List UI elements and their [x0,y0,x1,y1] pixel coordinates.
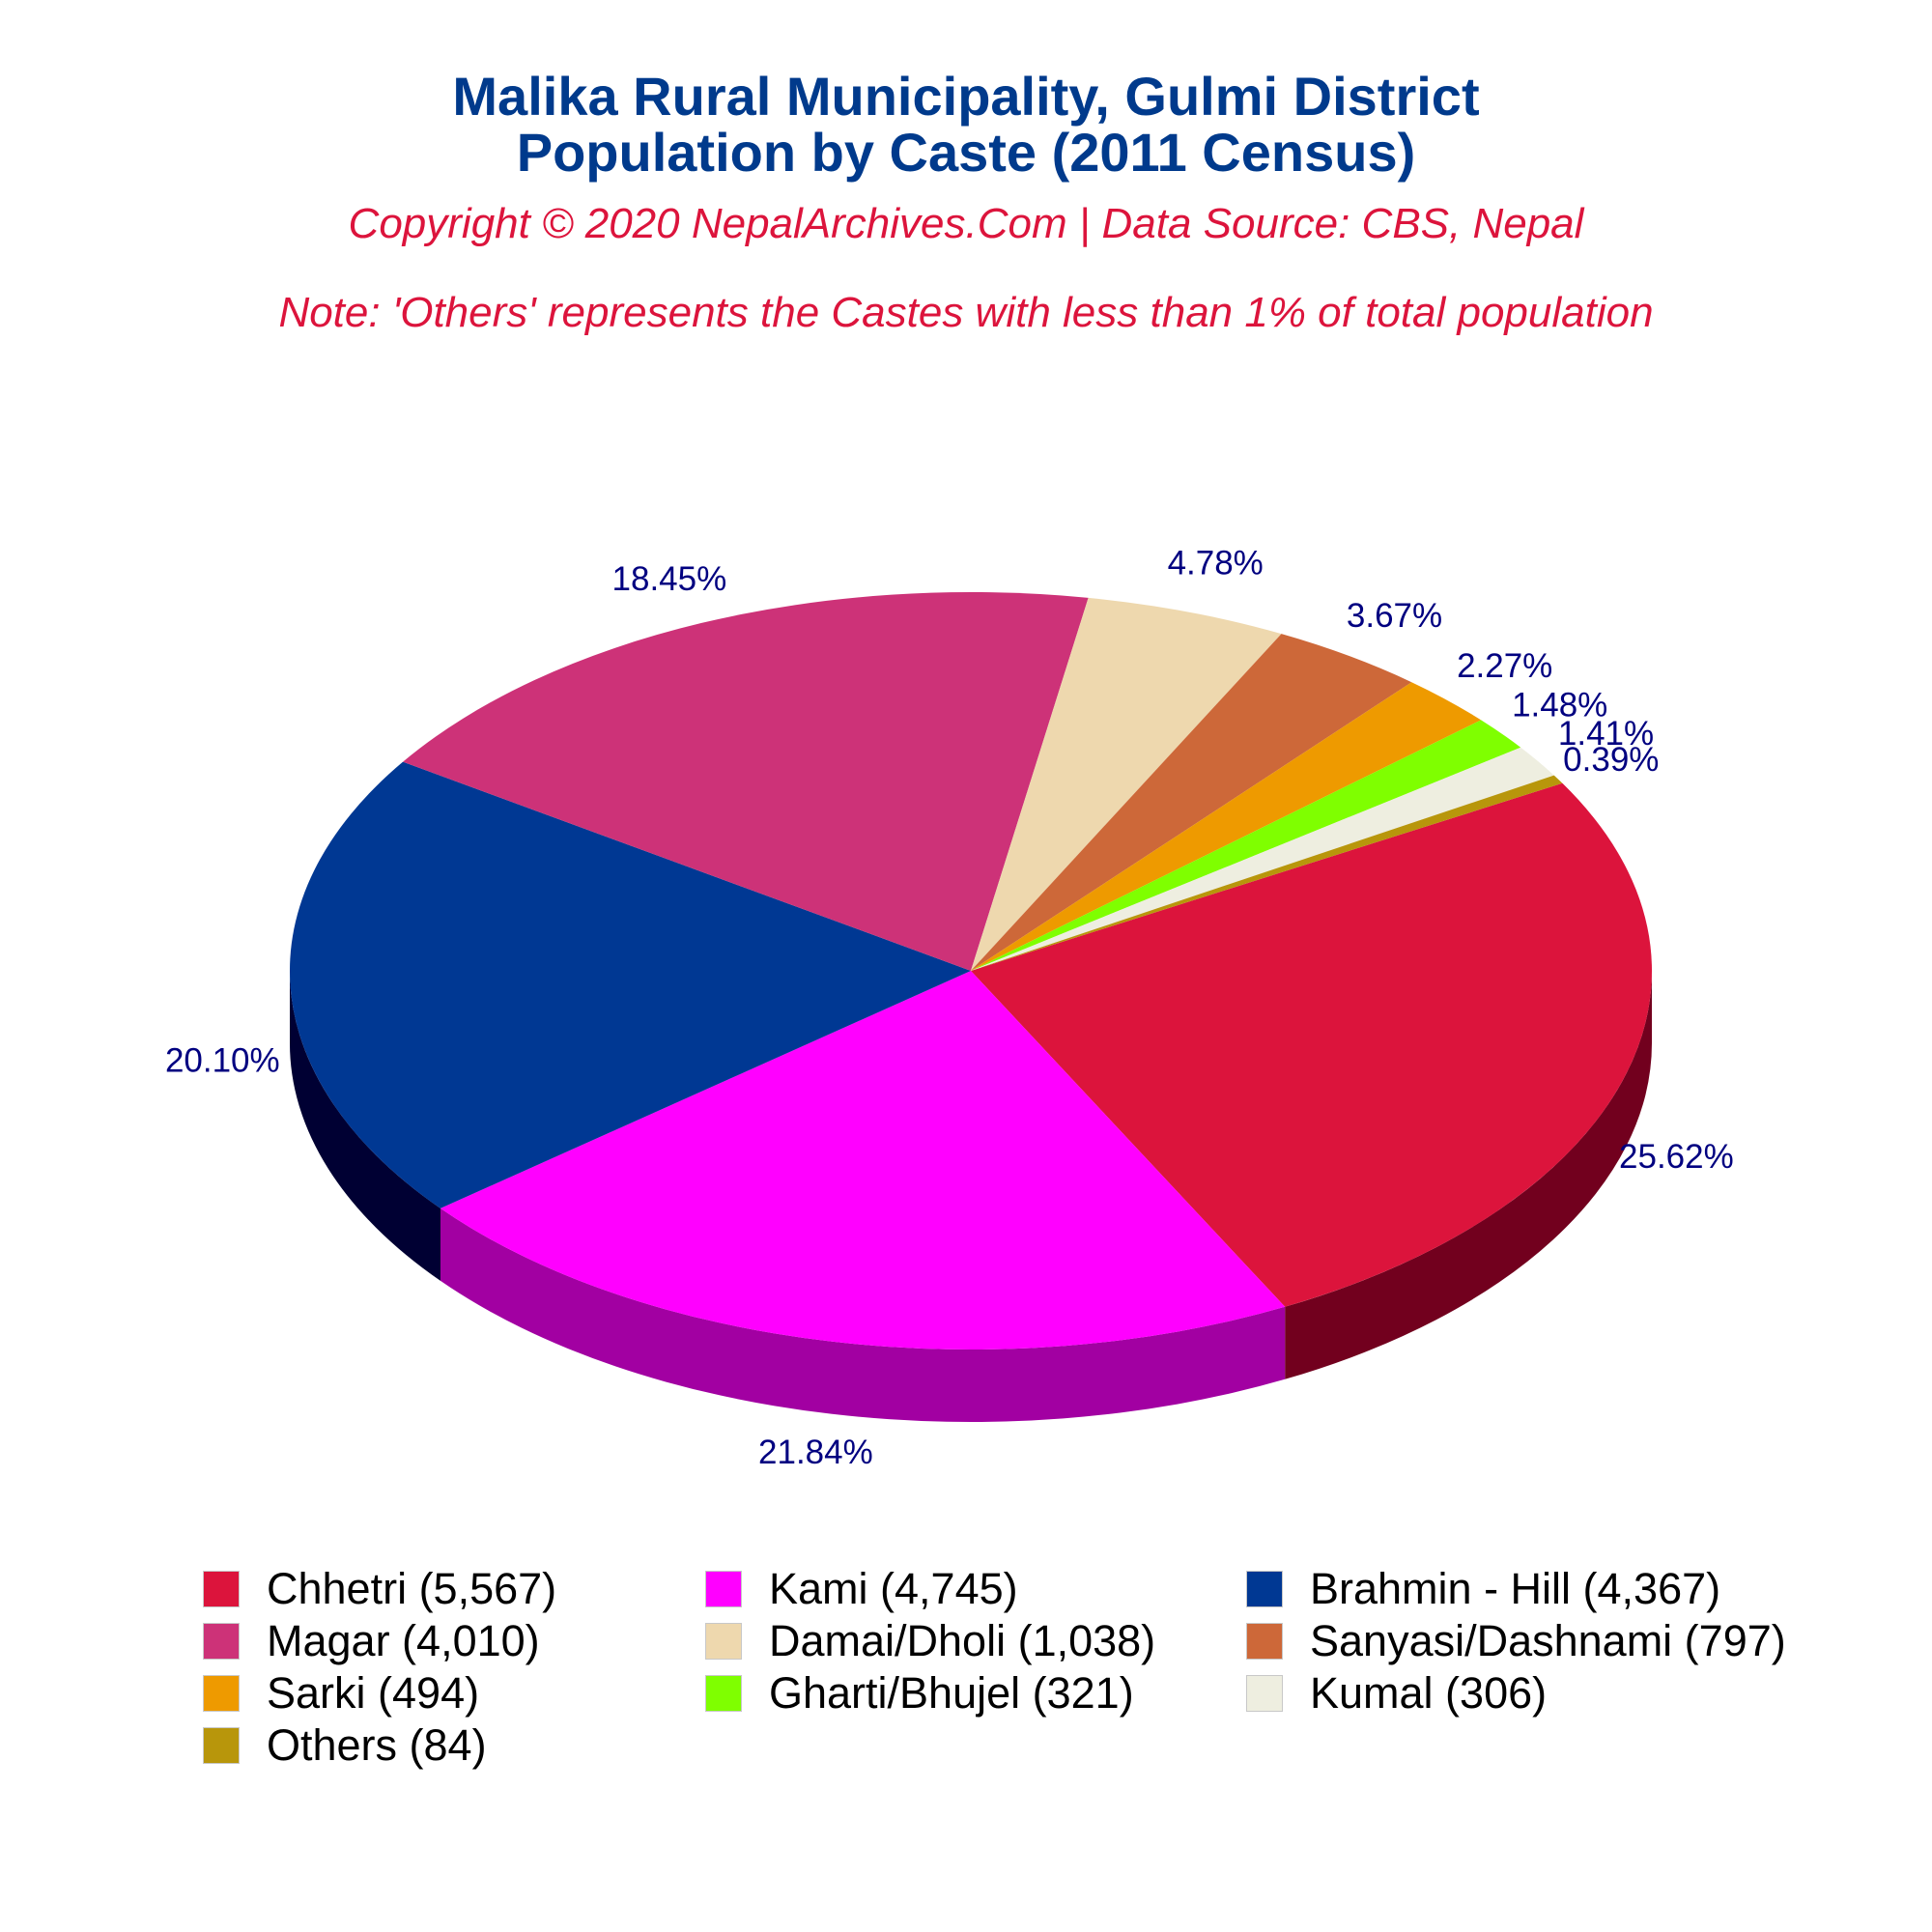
chart-title: Malika Rural Municipality, Gulmi Distric… [452,66,1480,127]
pie-slice-chhetri [971,782,1653,1307]
pie-percent-label: 18.45% [612,560,727,598]
legend-label: Magar (4,010) [267,1616,540,1665]
legend-swatch [1246,1571,1283,1607]
pie-percent-label: 4.78% [1168,544,1264,582]
pie-slice-others [971,775,1563,971]
legend-item: Others (84) [203,1719,487,1772]
legend-label: Damai/Dholi (1,038) [769,1616,1156,1665]
legend-label: Kami (4,745) [769,1564,1018,1613]
pie-percent-label: 2.27% [1457,647,1552,685]
legend-swatch [1246,1675,1283,1712]
pie-percent-label: 20.10% [165,1041,280,1079]
legend-label: Sarki (494) [267,1668,480,1718]
legend-label: Others (84) [267,1720,487,1770]
legend-item: Damai/Dholi (1,038) [705,1615,1155,1667]
pie-sides [290,971,1652,1422]
legend-item: Kumal (306) [1246,1667,1547,1719]
pie-slice-brahmin-hill [289,761,971,1208]
legend-label: Sanyasi/Dashnami (797) [1310,1616,1786,1665]
legend-swatch [705,1675,742,1712]
legend-label: Kumal (306) [1310,1668,1548,1718]
chart-note: Note: 'Others' represents the Castes wit… [278,289,1654,336]
pie-slice-magar [403,592,1089,971]
pie-percent-label: 25.62% [1619,1138,1734,1176]
pie-slices [289,592,1653,1350]
pie-side-chhetri [1285,971,1652,1379]
legend-swatch [705,1623,742,1660]
legend-swatch [203,1623,240,1660]
pie-percent-label: 1.41% [1558,715,1654,753]
pie-slice-kumal [971,747,1554,971]
legend-label: Brahmin - Hill (4,367) [1310,1564,1721,1613]
pie-side-brahmin-hill [290,971,440,1281]
pie-slice-damai-dholi [971,597,1282,971]
legend-swatch [203,1727,240,1764]
legend-item: Kami (4,745) [705,1563,1018,1615]
pie-percent-label: 21.84% [758,1434,873,1471]
chart-title-line-2: Population by Caste (2011 Census) [516,122,1416,183]
legend-label: Chhetri (5,567) [267,1564,557,1613]
chart-subtitle: Copyright © 2020 NepalArchives.Com | Dat… [348,200,1584,247]
pie-labels: 25.62% 21.84% 20.10% 18.45% 4.78% 3.67% 2.27%1… [165,544,1734,1471]
pie-percent-label: 0.39% [1563,741,1659,779]
legend-swatch [203,1571,240,1607]
pie-slice-sanyasi-dashnami [971,634,1412,971]
legend-item: Gharti/Bhujel (321) [705,1667,1134,1719]
legend-item: Sarki (494) [203,1667,479,1719]
legend-item: Brahmin - Hill (4,367) [1246,1563,1720,1615]
pie-slice-gharti-bhujel [971,720,1521,971]
legend-item: Sanyasi/Dashnami (797) [1246,1615,1786,1667]
pie-percent-label: 1.48% [1512,686,1607,724]
legend-item: Chhetri (5,567) [203,1563,556,1615]
legend-item: Magar (4,010) [203,1615,540,1667]
legend-swatch [1246,1623,1283,1660]
pie-slice-kami [440,971,1286,1350]
legend-swatch [705,1571,742,1607]
legend-swatch [203,1675,240,1712]
pie-percent-label: 3.67% [1347,597,1442,635]
pie-side-kami [440,1208,1286,1422]
legend-label: Gharti/Bhujel (321) [769,1668,1134,1718]
pie-slice-sarki [971,682,1482,971]
